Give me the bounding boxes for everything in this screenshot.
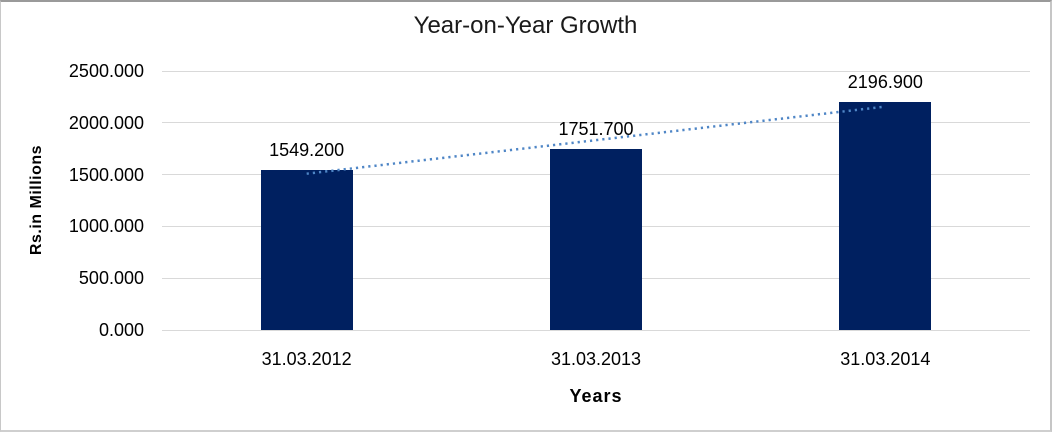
- trendline: [306, 105, 886, 175]
- y-tick-label: 2000.000: [68, 112, 144, 133]
- bar-data-label: 1751.700: [558, 118, 634, 139]
- bar-data-label: 1549.200: [269, 139, 345, 160]
- y-tick-label: 1500.000: [68, 164, 144, 185]
- trendline-dotted-line: [306, 105, 886, 175]
- y-tick-label: 500.000: [78, 268, 144, 289]
- gridline: [162, 70, 1030, 72]
- bar-data-label: 2196.900: [847, 72, 923, 93]
- y-tick-label: 0.000: [98, 320, 144, 340]
- gridline: [162, 122, 1030, 124]
- y-tick-label: 2500.000: [68, 61, 144, 81]
- chart-title: Year-on-Year Growth: [413, 12, 638, 39]
- y-axis-title: Rs.in Millions: [28, 144, 45, 256]
- bar: [839, 102, 932, 330]
- x-category-label: 31.03.2012: [261, 349, 352, 369]
- bar: [550, 148, 642, 330]
- x-category-label: 31.03.2014: [840, 349, 931, 369]
- bar: [260, 169, 353, 330]
- x-axis-title: Years: [569, 386, 623, 406]
- plot-area: [162, 70, 1030, 331]
- x-category-label: 31.03.2013: [550, 349, 642, 369]
- gridline: [162, 329, 1030, 331]
- y-tick-label: 1000.000: [68, 216, 144, 237]
